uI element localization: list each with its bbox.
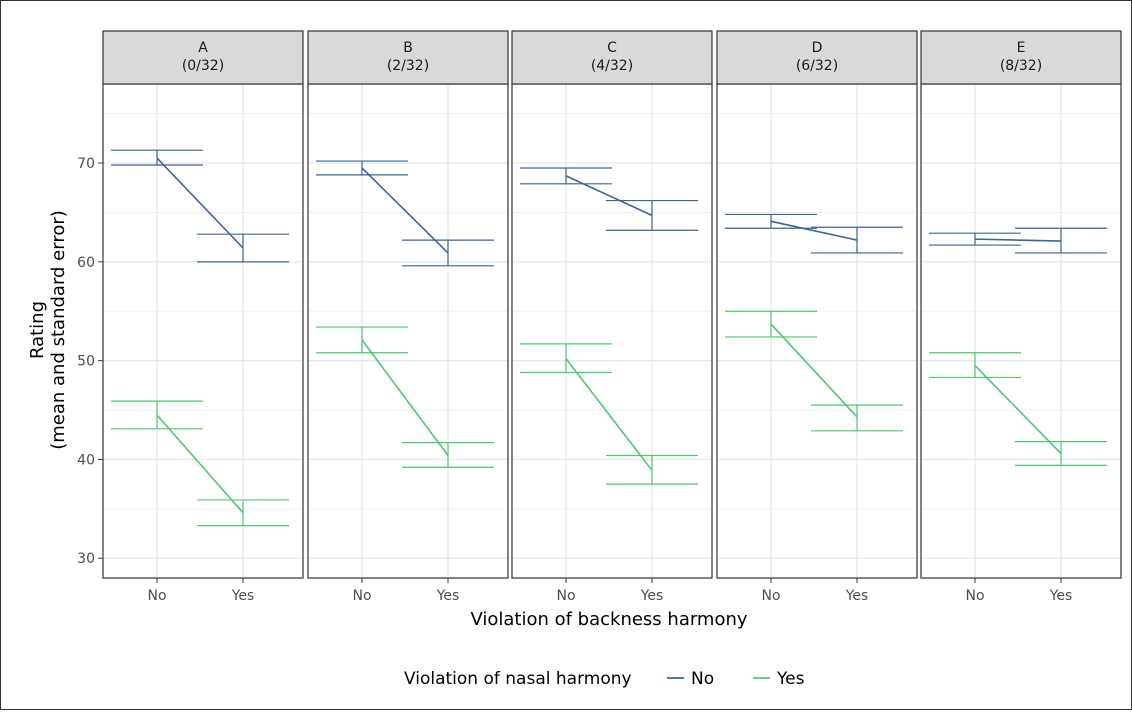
y-axis-title-line2: (mean and standard error) [48, 210, 69, 450]
series-line [974, 365, 1062, 455]
series-yes [316, 326, 494, 468]
facet-strip-sublabel: (4/32) [591, 58, 633, 74]
error-bar [197, 233, 289, 263]
facet-strip-label: A [198, 40, 208, 56]
series-yes [929, 352, 1107, 466]
error-bar [725, 213, 817, 229]
x-tick-label: Yes [1049, 588, 1073, 604]
series-line [565, 358, 653, 471]
y-tick-label: 50 [77, 354, 95, 370]
panel-c: C (4/32) No Yes [511, 30, 713, 604]
facet-strip [716, 30, 918, 85]
legend-entry-label: No [691, 669, 714, 689]
panel-background [717, 84, 917, 578]
series-no [111, 149, 289, 263]
series-yes [520, 343, 698, 485]
error-bar [520, 343, 612, 374]
y-tick-label: 70 [77, 156, 95, 172]
series-no [929, 227, 1107, 254]
facet-strip-sublabel: (2/32) [387, 58, 429, 74]
x-tick-label: Yes [640, 588, 664, 604]
facet-strip-label: C [607, 40, 617, 56]
panel-a: A (0/32) No Yes [102, 30, 304, 604]
x-tick-label: No [556, 588, 575, 604]
facet-strip-label: E [1017, 40, 1026, 56]
facet-strip [511, 30, 713, 85]
facet-panels: A (0/32) No Yes B (2/32) No Yes C (4/32) No Yes D (6/… [102, 30, 1122, 604]
series-yes [111, 400, 289, 527]
x-tick-label: No [147, 588, 166, 604]
series-line [361, 167, 449, 254]
legend-entry-no: No [667, 669, 714, 689]
panel-background [921, 84, 1121, 578]
error-bar [520, 167, 612, 185]
x-tick-label: No [965, 588, 984, 604]
error-bar [811, 404, 903, 432]
panel-background [308, 84, 508, 578]
series-no [725, 213, 903, 254]
error-bar [111, 400, 203, 430]
series-line [156, 414, 244, 514]
y-axis: 30 40 50 60 70 [77, 156, 103, 567]
facet-strip-sublabel: (6/32) [796, 58, 838, 74]
legend-entry-label: Yes [776, 669, 805, 689]
series-line [974, 238, 1062, 242]
y-tick-label: 40 [77, 452, 95, 468]
x-tick-label: Yes [436, 588, 460, 604]
error-bar [316, 160, 408, 176]
legend: Violation of nasal harmony No Yes [404, 669, 805, 689]
y-tick-label: 30 [77, 551, 95, 567]
facet-strip-label: B [403, 40, 413, 56]
legend-entry-yes: Yes [753, 669, 805, 689]
panel-background [512, 84, 712, 578]
series-line [156, 157, 244, 249]
facet-strip-sublabel: (0/32) [182, 58, 224, 74]
error-bar [1015, 227, 1107, 254]
error-bar [111, 149, 203, 166]
error-bar [606, 454, 698, 485]
error-bar [402, 239, 494, 267]
facet-strip [102, 30, 304, 85]
error-bar [316, 326, 408, 354]
series-line [770, 323, 858, 418]
panel-b: B (2/32) No Yes [307, 30, 509, 604]
y-tick-label: 60 [77, 255, 95, 271]
series-line [770, 220, 858, 241]
x-tick-label: No [352, 588, 371, 604]
x-tick-label: Yes [845, 588, 869, 604]
series-line [565, 175, 653, 217]
facet-strip [307, 30, 509, 85]
error-bar [929, 352, 1021, 379]
series-no [316, 160, 494, 267]
error-bar [197, 499, 289, 527]
x-tick-label: No [761, 588, 780, 604]
facet-strip-sublabel: (8/32) [1000, 58, 1042, 74]
error-bar [1015, 441, 1107, 466]
error-bar [929, 232, 1021, 246]
error-bar [606, 199, 698, 231]
panel-d: D (6/32) No Yes [716, 30, 918, 604]
error-bar [811, 226, 903, 254]
x-axis-title: Violation of backness harmony [470, 609, 747, 630]
x-tick-label: Yes [231, 588, 255, 604]
series-line [361, 339, 449, 456]
legend-title: Violation of nasal harmony [404, 669, 632, 689]
facet-strip-label: D [812, 40, 823, 56]
error-bar [402, 442, 494, 468]
facet-strip [920, 30, 1122, 85]
series-yes [725, 310, 903, 432]
panel-background [103, 84, 303, 578]
panel-e: E (8/32) No Yes [920, 30, 1122, 604]
y-axis-title-line1: Rating [27, 301, 48, 359]
series-no [520, 167, 698, 231]
error-bar [725, 310, 817, 338]
